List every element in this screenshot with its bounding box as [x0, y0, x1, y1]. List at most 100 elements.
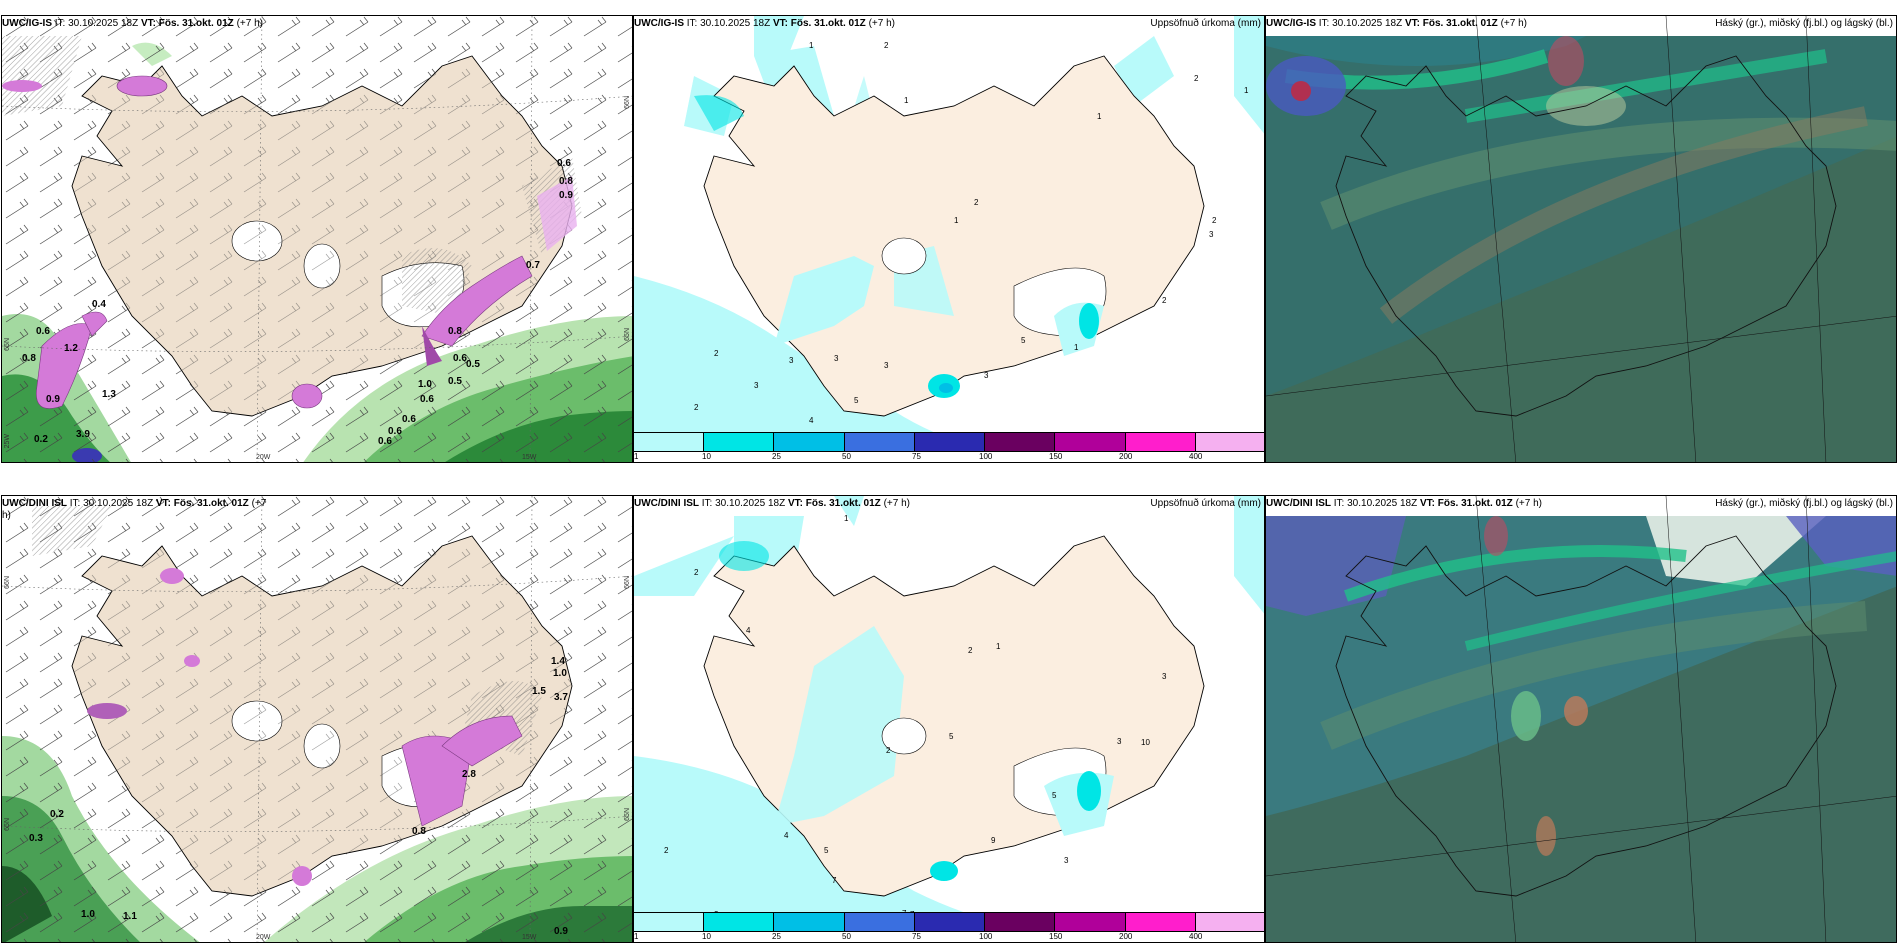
- accum-value: 3: [984, 371, 989, 380]
- precip-value: 1.0: [418, 379, 432, 390]
- accum-value: 3: [1209, 230, 1214, 239]
- accum-value: 2: [884, 41, 889, 50]
- precip-value: 0.7: [526, 260, 540, 271]
- accum-value: 1: [954, 216, 959, 225]
- panel-clouds-bottom: UWC/DINI ISL IT: 30.10.2025 18Z VT: Fös.…: [1265, 495, 1897, 943]
- legend-swatch: [1055, 912, 1126, 932]
- accum-value: 4: [746, 626, 751, 635]
- precip-value: 0.6: [36, 326, 50, 337]
- panel-wind-precip-top: UWC/IG-IS IT: 30.10.2025 18Z VT: Fös. 31…: [1, 15, 633, 463]
- precip-color-legend: [634, 432, 1264, 452]
- precip-value: 0.2: [34, 434, 48, 445]
- panel-field-title: Uppsöfnuð úrkoma (mm): [1150, 18, 1261, 29]
- accum-value: 5: [1021, 336, 1026, 345]
- accum-value: 2: [1194, 74, 1199, 83]
- accum-value: 2: [694, 568, 699, 577]
- precip-value: 1.2: [64, 343, 78, 354]
- legend-swatch: [1125, 912, 1196, 932]
- panel-field-title: Háský (gr.), miðský (fj.bl.) og lágský (…: [1715, 498, 1893, 509]
- legend-swatch: [914, 912, 986, 932]
- accum-value: 2: [886, 746, 891, 755]
- legend-tick: 25: [772, 452, 781, 461]
- lat-label-66n-right: 66N: [624, 576, 631, 589]
- panel-clouds-top: UWC/IG-IS IT: 30.10.2025 18Z VT: Fös. 31…: [1265, 15, 1897, 463]
- legend-tick: 10: [702, 932, 711, 941]
- accum-value: 4: [784, 831, 789, 840]
- accum-value: 3: [1064, 856, 1069, 865]
- precip-value: 0.2: [50, 809, 64, 820]
- precip-value: 0.3: [29, 833, 43, 844]
- precip-value: 0.6: [402, 414, 416, 425]
- legend-swatch: [985, 912, 1056, 932]
- legend-swatch: [634, 432, 705, 452]
- legend-tick: 10: [702, 452, 711, 461]
- accum-value: 1: [844, 514, 849, 523]
- accum-value: 3: [789, 356, 794, 365]
- legend-swatch: [1195, 912, 1264, 932]
- precip-value: 0.8: [559, 176, 573, 187]
- accum-value: 3: [1117, 737, 1122, 746]
- legend-swatch: [1195, 432, 1264, 452]
- legend-swatch: [1125, 432, 1196, 452]
- legend-tick: 75: [912, 932, 921, 941]
- legend-tick: 1: [634, 452, 639, 461]
- precip-value: 2.8: [462, 769, 476, 780]
- lat-label-65n-right: 65N: [624, 808, 631, 821]
- legend-tick: 100: [979, 932, 993, 941]
- lon-label-20w: 20W: [256, 934, 271, 941]
- map-accum-precip: [634, 496, 1264, 942]
- panel-title: UWC/IG-IS IT: 30.10.2025 18Z VT: Fös. 31…: [1266, 18, 1527, 29]
- lon-label-25w: 25W: [4, 434, 11, 449]
- accum-value: 2: [968, 646, 973, 655]
- legend-tick: 50: [842, 452, 851, 461]
- map-clouds: [1266, 16, 1896, 462]
- legend-ticks: 1 10 25 50 75 100 150 200 400: [634, 452, 1264, 462]
- lat-label-66n-right: 66N: [624, 96, 631, 109]
- precip-value: 0.9: [554, 926, 568, 937]
- precip-value: 0.9: [559, 190, 573, 201]
- map-wind-precip: [2, 496, 632, 942]
- precip-value: 1.4: [551, 656, 565, 667]
- accum-value: 2: [1162, 296, 1167, 305]
- precip-value: 3.9: [76, 429, 90, 440]
- precip-value: 0.4: [92, 299, 106, 310]
- accum-value: 1: [1097, 112, 1102, 121]
- legend-tick: 200: [1119, 452, 1133, 461]
- legend-swatch: [774, 912, 845, 932]
- legend-tick: 100: [979, 452, 993, 461]
- map-wind-precip: [2, 16, 632, 462]
- precip-value: 0.9: [46, 394, 60, 405]
- accum-value: 5: [824, 846, 829, 855]
- accum-value: 3: [884, 361, 889, 370]
- accum-value: 9: [991, 836, 996, 845]
- legend-swatch: [704, 912, 775, 932]
- accum-value: 3: [834, 354, 839, 363]
- accum-value: 2: [974, 198, 979, 207]
- panel-title: UWC/DINI ISL IT: 30.10.2025 18Z VT: Fös.…: [634, 498, 910, 509]
- precip-value: 0.6: [378, 436, 392, 447]
- panel-title: UWC/DINI ISL IT: 30.10.2025 18Z VT: Fös.…: [1266, 498, 1542, 509]
- precip-value: 1.0: [81, 909, 95, 920]
- legend-swatch: [634, 912, 705, 932]
- lat-label-65n: 65N: [4, 338, 11, 351]
- precip-value: 1.3: [102, 389, 116, 400]
- panel-title: UWC/IG-IS IT: 30.10.2025 18Z VT: Fös. 31…: [634, 18, 895, 29]
- legend-swatch: [844, 432, 915, 452]
- legend-tick: 400: [1189, 932, 1203, 941]
- precip-value: 0.5: [448, 376, 462, 387]
- panel-title: UWC/IG-IS IT: 30.10.2025 18Z VT: Fös. 31…: [2, 18, 263, 29]
- precip-value: 1.1: [123, 911, 137, 922]
- accum-value: 3: [754, 381, 759, 390]
- legend-tick: 1: [634, 932, 639, 941]
- accum-value: 3: [1162, 672, 1167, 681]
- panel-wind-precip-bottom: UWC/DINI ISL IT: 30.10.2025 18Z VT: Fös.…: [1, 495, 633, 943]
- legend-swatch: [774, 432, 845, 452]
- lon-label-20w: 20W: [256, 454, 271, 461]
- precip-value: 0.6: [420, 394, 434, 405]
- legend-swatch: [844, 912, 915, 932]
- legend-tick: 50: [842, 932, 851, 941]
- lat-label-66n: 66N: [4, 576, 11, 589]
- precip-value: 0.6: [453, 353, 467, 364]
- legend-swatch: [914, 432, 986, 452]
- precip-value: 0.6: [388, 426, 402, 437]
